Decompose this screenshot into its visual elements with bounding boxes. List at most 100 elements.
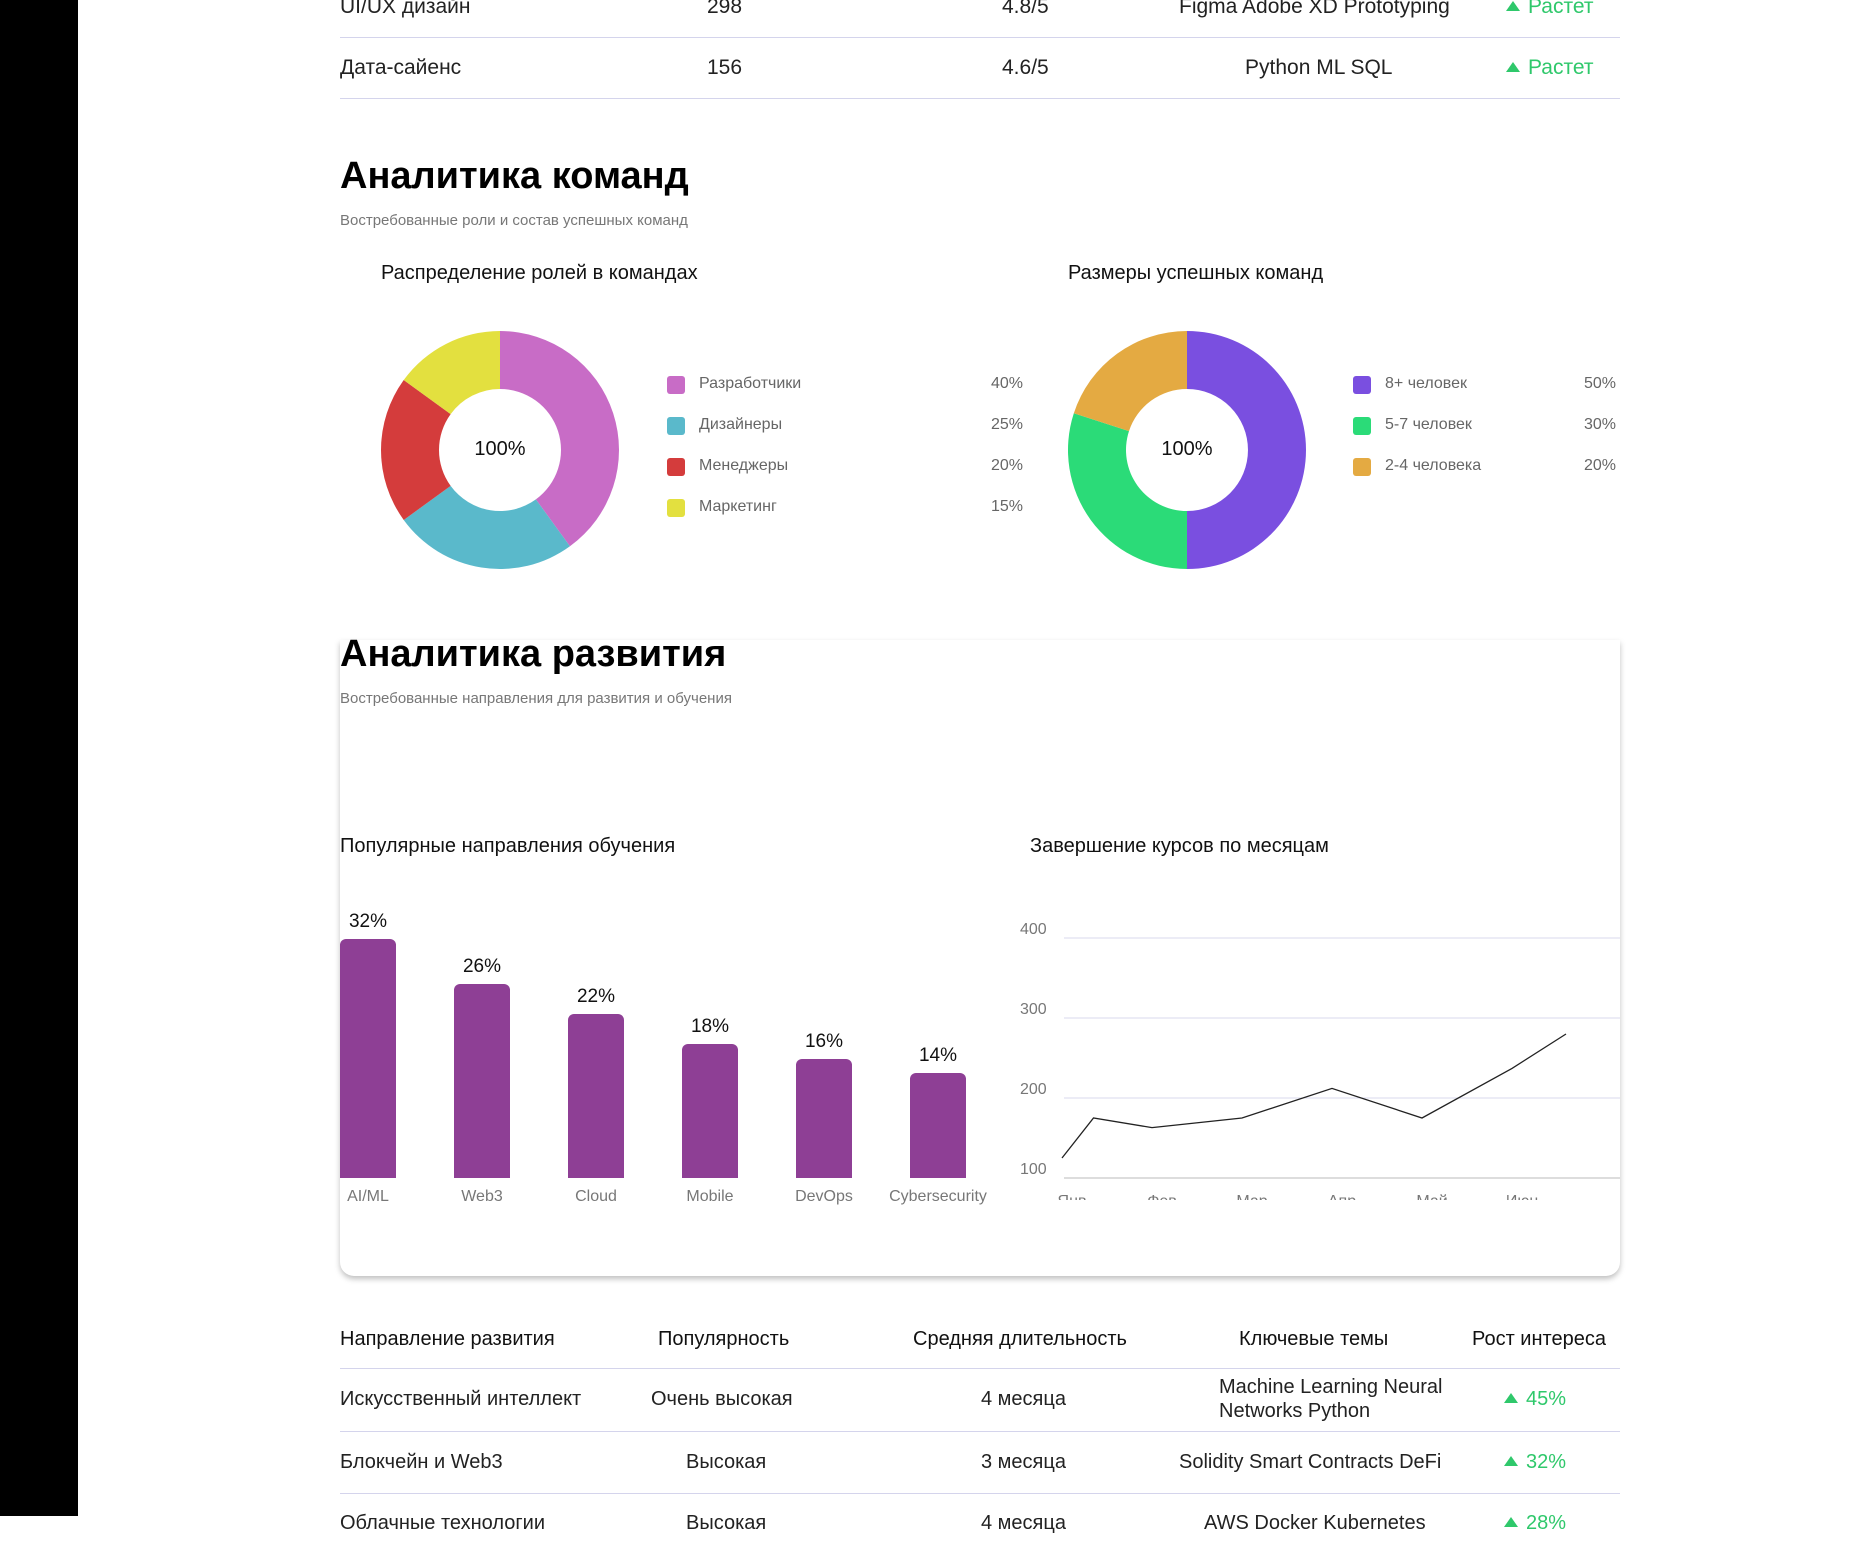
legend-percent: 25% [990, 416, 1023, 433]
bar-category-label: DevOps [795, 1188, 853, 1205]
legend-label: 2-4 человека [1385, 457, 1482, 474]
donut-slice-1[interactable] [500, 331, 619, 547]
popularity: Высокая [686, 1512, 767, 1534]
legend-percent: 20% [1583, 457, 1616, 474]
bar-value-label: 22% [576, 985, 616, 1007]
legend-item[interactable]: Менеджеры 20% [667, 455, 1023, 479]
skill-count: 298 [707, 0, 743, 18]
legend-percent: 30% [1583, 416, 1616, 433]
skill-name: Дата-сайенс [340, 56, 462, 79]
duration: 4 месяца [981, 1388, 1066, 1410]
popularity: Очень высокая [651, 1388, 793, 1410]
left-sidebar-strip [0, 0, 78, 1516]
direction-name: Блокчейн и Web3 [340, 1451, 503, 1473]
arrow-up-icon [1504, 1456, 1518, 1466]
bar-category-label: Mobile [686, 1188, 734, 1205]
bar[interactable] [454, 983, 510, 1178]
direction-name: Искусственный интеллект [340, 1388, 582, 1410]
growth-indicator: 32% [1504, 1451, 1566, 1474]
roles-donut-chart [381, 331, 619, 569]
roles-chart-title: Распределение ролей в командах [381, 262, 698, 284]
growth-indicator: 28% [1504, 1512, 1566, 1535]
main-content: UI/UX дизайн 298 4.8/5 Figma Adobe XD Pr… [340, 0, 1620, 1534]
legend-item[interactable]: Разработчики 40% [667, 373, 1023, 397]
y-tick-label: 300 [1020, 1001, 1047, 1018]
duration: 3 месяца [981, 1451, 1066, 1473]
header-duration: Средняя длительность [913, 1328, 1127, 1350]
donut-slice-2[interactable] [403, 485, 570, 569]
legend-swatch [1353, 376, 1371, 394]
bar[interactable] [796, 1058, 852, 1178]
x-tick-label: Апр [1328, 1193, 1356, 1200]
legend-percent: 20% [990, 457, 1023, 474]
topics-line-2: Networks Python [1219, 1400, 1371, 1422]
header-direction: Направление развития [340, 1328, 555, 1350]
legend-item[interactable]: Дизайнеры 25% [667, 414, 1023, 438]
donut-slice-2[interactable] [1068, 413, 1187, 569]
legend-item[interactable]: 8+ человек 50% [1353, 373, 1616, 397]
legend-label: 8+ человек [1385, 375, 1468, 392]
arrow-up-icon [1504, 1393, 1518, 1403]
bar-value-label: 32% [348, 911, 388, 932]
sizes-donut-center: 100% [1161, 438, 1213, 460]
direction-name: Облачные технологии [340, 1512, 545, 1534]
header-topics: Ключевые темы [1239, 1328, 1389, 1350]
bar-category-label: Web3 [461, 1188, 503, 1205]
donut-slice-3[interactable] [381, 380, 451, 520]
table-row: Дата-сайенс 156 4.6/5 Python ML SQL Раст… [340, 37, 1620, 99]
x-tick-label: Май [1416, 1193, 1447, 1200]
skill-tools: Figma Adobe XD Prototyping [1179, 0, 1450, 18]
table-row: Искусственный интеллект Очень высокая 4 … [340, 1369, 1620, 1432]
bar-value-label: 26% [462, 955, 502, 977]
legend-label: Дизайнеры [699, 416, 783, 433]
bar-category-label: AI/ML [347, 1188, 389, 1205]
y-tick-label: 100 [1020, 1161, 1047, 1178]
x-tick-label: Фев [1147, 1193, 1177, 1200]
trend-indicator: Растет [1506, 37, 1593, 98]
bar[interactable] [910, 1073, 966, 1178]
section-title-dev: Аналитика развития [340, 633, 727, 675]
table-row: Облачные технологии Высокая 4 месяца AWS… [340, 1494, 1620, 1555]
legend-swatch [1353, 458, 1371, 476]
line-chart-title: Завершение курсов по месяцам [1030, 835, 1329, 857]
legend-swatch [667, 499, 685, 517]
skill-name: UI/UX дизайн [340, 0, 471, 18]
bar-category-label: Cloud [575, 1188, 617, 1205]
topics: AWS Docker Kubernetes [1204, 1512, 1426, 1534]
skill-rating: 4.6/5 [1002, 56, 1049, 79]
legend-label: Менеджеры [699, 457, 789, 474]
bar-value-label: 18% [690, 1015, 730, 1037]
arrow-up-icon [1504, 1517, 1518, 1527]
legend-item[interactable]: 5-7 человек 30% [1353, 414, 1616, 438]
sizes-donut-chart [1068, 331, 1306, 569]
bar[interactable] [340, 939, 396, 1178]
arrow-up-icon [1506, 1, 1520, 11]
dev-analytics-card [340, 640, 1620, 1276]
donut-slice-3[interactable] [1073, 331, 1187, 432]
growth-indicator: 45% [1504, 1388, 1566, 1411]
table-row: UI/UX дизайн 298 4.8/5 Figma Adobe XD Pr… [340, 0, 1620, 38]
legend-percent: 15% [990, 498, 1023, 515]
legend-swatch [667, 458, 685, 476]
legend-item[interactable]: 2-4 человека 20% [1353, 455, 1616, 479]
bar-value-label: 14% [918, 1045, 958, 1067]
bar[interactable] [682, 1043, 738, 1178]
bar-category-label: Cybersecurity [889, 1188, 987, 1205]
legend-label: Маркетинг [699, 498, 777, 515]
header-popularity: Популярность [658, 1328, 790, 1350]
section-subtitle-teams: Востребованные роли и состав успешных ко… [340, 212, 688, 229]
x-tick-label: Июн [1506, 1193, 1538, 1200]
section-subtitle-dev: Востребованные направления для развития … [340, 690, 732, 707]
bar[interactable] [568, 1013, 624, 1178]
topics-line-1: Machine Learning Neural [1219, 1376, 1443, 1398]
donut-slice-1[interactable] [1187, 331, 1306, 569]
y-tick-label: 400 [1020, 921, 1047, 938]
line-chart: 400 300 200 100 Янв Фев Мар Апр Май Июн [1020, 921, 1620, 1200]
arrow-up-icon [1506, 62, 1520, 72]
table-row: Блокчейн и Web3 Высокая 3 месяца Solidit… [340, 1432, 1620, 1494]
series-line [1061, 1033, 1567, 1159]
legend-percent: 50% [1583, 375, 1616, 392]
legend-item[interactable]: Маркетинг 15% [667, 496, 1023, 520]
legend-percent: 40% [990, 375, 1023, 392]
donut-slice-4[interactable] [403, 331, 500, 415]
